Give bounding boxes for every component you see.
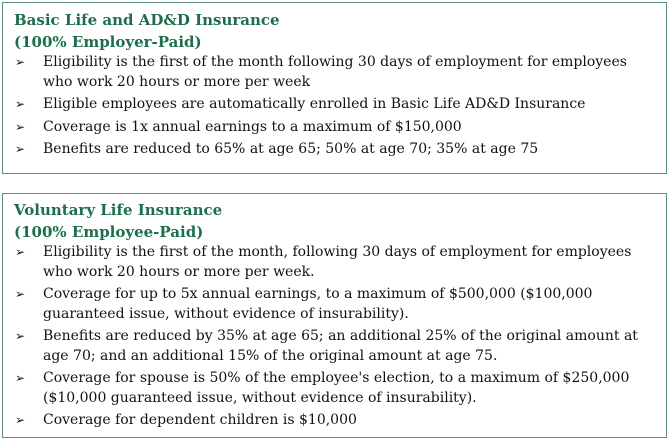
list-item-text: Coverage for dependent children is $10,0… [43,412,357,428]
list-item-text: Coverage is 1x annual earnings to a maxi… [43,118,462,135]
list-item-text: Eligible employees are automatically enr… [43,96,586,112]
voluntary-life-list: ➢ Eligibility is the first of the month, … [3,243,666,431]
list-item-text: Benefits are reduced to 65% at age 65; 5… [43,141,539,157]
arrow-bullet-icon: ➢ [15,371,26,385]
basic-life-subtitle: (100% Employer-Paid) [14,33,202,51]
list-item: ➢ Coverage for spouse is 50% of the emplo… [3,369,666,408]
voluntary-life-subtitle: (100% Employee-Paid) [14,223,204,241]
voluntary-life-panel: Voluntary Life Insurance (100% Employee-… [2,193,667,438]
basic-life-title: Basic Life and AD&D Insurance [14,11,280,29]
arrow-bullet-icon: ➢ [15,329,26,343]
arrow-bullet-icon: ➢ [15,413,26,427]
basic-life-panel: Basic Life and AD&D Insurance (100% Empl… [2,2,667,174]
voluntary-life-title: Voluntary Life Insurance [14,201,223,219]
list-item-text: Coverage for up to 5x annual earnings, t… [43,286,593,322]
list-item-text: Coverage for spouse is 50% of the employ… [43,370,630,406]
arrow-bullet-icon: ➢ [15,142,26,156]
list-item: ➢ Eligibility is the first of the month, … [3,243,666,282]
list-item-text: Eligibility is the first of the month, f… [43,244,632,280]
list-item: ➢ Coverage is 1x annual earnings to a max… [3,118,666,138]
arrow-bullet-icon: ➢ [15,119,26,134]
arrow-bullet-icon: ➢ [15,245,26,259]
list-item: ➢ Coverage for dependent children is $10,… [3,411,666,431]
arrow-bullet-icon: ➢ [15,97,26,111]
list-item: ➢ Eligible employees are automatically en… [3,95,666,115]
list-item: ➢ Benefits are reduced to 65% at age 65; … [3,140,666,160]
basic-life-list: ➢ Eligibility is the first of the month f… [3,53,666,160]
arrow-bullet-icon: ➢ [15,287,26,301]
arrow-bullet-icon: ➢ [15,55,26,69]
list-item: ➢ Eligibility is the first of the month f… [3,53,666,92]
list-item-text: Eligibility is the first of the month fo… [43,54,627,90]
list-item-text: Benefits are reduced by 35% at age 65; a… [43,328,638,364]
list-item: ➢ Benefits are reduced by 35% at age 65; … [3,327,666,366]
list-item: ➢ Coverage for up to 5x annual earnings, … [3,285,666,324]
